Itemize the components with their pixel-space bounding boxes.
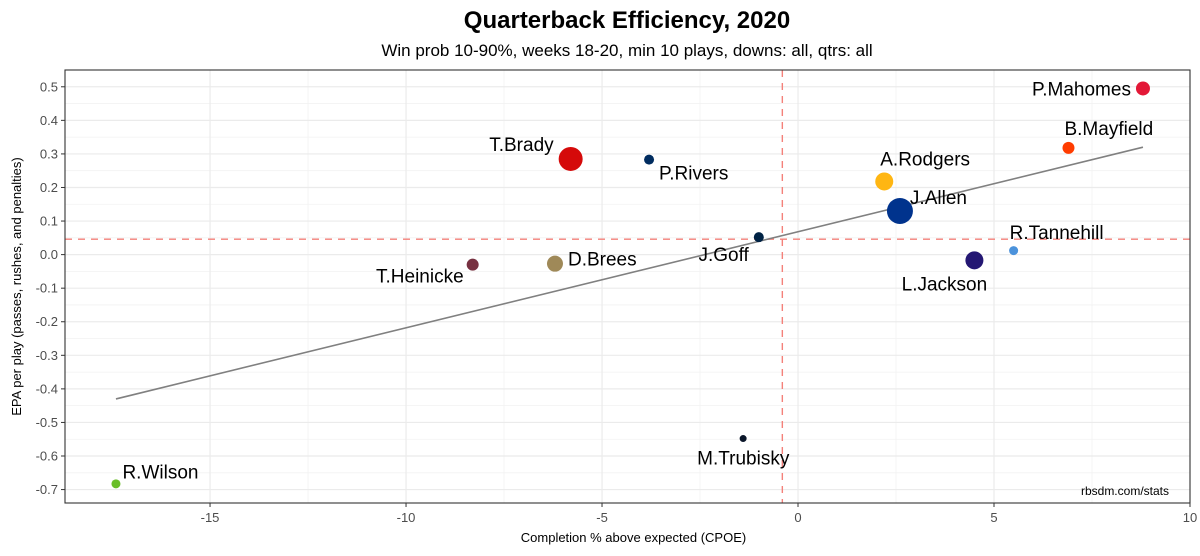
point-j-goff [753,232,764,243]
label-m-trubisky: M.Trubisky [697,449,790,470]
point-t-heinicke [466,258,479,271]
point-b-mayfield [1062,141,1075,154]
label-j-allen: J.Allen [910,188,967,209]
y-tick-label: -0.6 [36,449,58,464]
point-r-wilson [111,479,121,489]
y-tick-label: 0.3 [40,146,58,161]
y-tick-label: -0.1 [36,281,58,296]
point-r-tannehill [1009,246,1019,256]
y-tick-label: 0.5 [40,79,58,94]
plot-border [64,69,1191,504]
label-r-tannehill: R.Tannehill [1010,223,1104,244]
chart-title: Quarterback Efficiency, 2020 [464,7,790,34]
label-p-mahomes: P.Mahomes [1032,79,1131,100]
plot-background [65,70,1190,503]
point-a-rodgers [875,172,894,191]
point-j-allen [886,197,913,224]
x-tick-label: 10 [1183,510,1197,525]
x-tick-label: -10 [397,510,416,525]
x-axis-title: Completion % above expected (CPOE) [521,530,746,545]
label-l-jackson: L.Jackson [902,274,988,295]
label-b-mayfield: B.Mayfield [1064,119,1153,140]
y-tick-label: 0.2 [40,180,58,195]
point-p-mahomes [1135,81,1150,96]
label-r-wilson: R.Wilson [122,462,198,483]
plot-area: P.Mahomes B.Mayfield T.Brady P.Rivers A.Rodg… [36,69,1197,525]
label-t-heinicke: T.Heinicke [376,267,464,288]
point-t-brady [558,146,583,171]
point-d-brees [546,255,563,272]
label-d-brees: D.Brees [568,250,637,271]
point-l-jackson [965,251,984,270]
label-p-rivers: P.Rivers [659,164,728,185]
y-tick-label: -0.5 [36,415,58,430]
x-tick-label: 5 [990,510,997,525]
label-j-goff: J.Goff [698,245,749,266]
y-tick-label: 0.4 [40,113,58,128]
y-tick-label: -0.7 [36,482,58,497]
y-tick-label: -0.2 [36,314,58,329]
x-tick-label: -5 [596,510,608,525]
chart-subtitle: Win prob 10-90%, weeks 18-20, min 10 pla… [381,41,872,60]
y-tick-label: 0.1 [40,214,58,229]
point-p-rivers [644,154,655,165]
point-m-trubisky [739,435,747,443]
label-t-brady: T.Brady [489,135,554,156]
y-tick-label: -0.3 [36,348,58,363]
label-a-rodgers: A.Rodgers [880,149,970,170]
trend-line [115,146,1144,400]
chart-caption: rbsdm.com/stats [1081,484,1169,498]
y-tick-label: -0.4 [36,381,58,396]
x-tick-label: 0 [794,510,801,525]
x-tick-label: -15 [201,510,220,525]
y-axis-title: EPA per play (passes, rushes, and penalt… [9,157,24,415]
y-tick-label: 0.0 [40,247,58,262]
